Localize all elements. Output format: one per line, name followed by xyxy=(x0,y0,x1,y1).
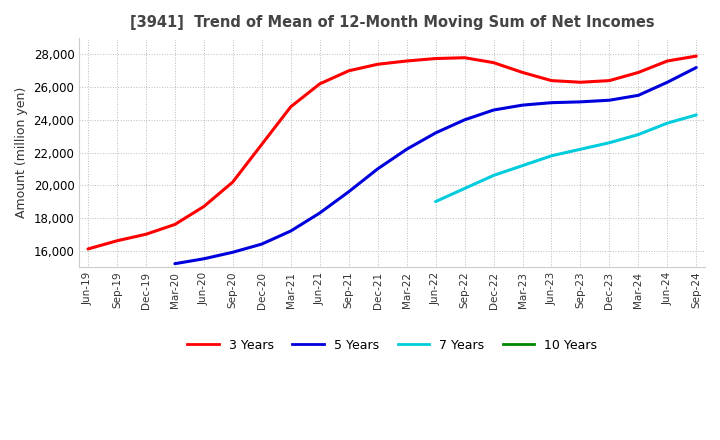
7 Years xyxy=(634,132,643,137)
5 Years xyxy=(374,166,382,172)
3 Years xyxy=(374,62,382,67)
3 Years xyxy=(315,81,324,87)
5 Years xyxy=(460,117,469,122)
5 Years xyxy=(228,249,237,255)
7 Years xyxy=(692,112,701,117)
Legend: 3 Years, 5 Years, 7 Years, 10 Years: 3 Years, 5 Years, 7 Years, 10 Years xyxy=(182,334,602,357)
5 Years xyxy=(344,189,353,194)
3 Years xyxy=(199,204,208,209)
5 Years xyxy=(692,65,701,70)
5 Years xyxy=(663,80,672,85)
3 Years xyxy=(634,70,643,75)
Line: 7 Years: 7 Years xyxy=(436,115,696,202)
Line: 3 Years: 3 Years xyxy=(88,56,696,249)
3 Years xyxy=(460,55,469,60)
5 Years xyxy=(518,103,527,108)
5 Years xyxy=(634,93,643,98)
7 Years xyxy=(547,153,556,158)
3 Years xyxy=(663,59,672,64)
3 Years xyxy=(489,60,498,65)
5 Years xyxy=(605,98,613,103)
5 Years xyxy=(287,228,295,234)
5 Years xyxy=(258,242,266,247)
3 Years xyxy=(84,246,92,252)
5 Years xyxy=(576,99,585,105)
Line: 5 Years: 5 Years xyxy=(175,67,696,264)
3 Years xyxy=(112,238,121,243)
Title: [3941]  Trend of Mean of 12-Month Moving Sum of Net Incomes: [3941] Trend of Mean of 12-Month Moving … xyxy=(130,15,654,30)
3 Years xyxy=(431,56,440,61)
5 Years xyxy=(489,107,498,113)
7 Years xyxy=(576,147,585,152)
3 Years xyxy=(287,104,295,110)
7 Years xyxy=(489,173,498,178)
7 Years xyxy=(518,163,527,168)
3 Years xyxy=(576,80,585,85)
Y-axis label: Amount (million yen): Amount (million yen) xyxy=(15,87,28,218)
5 Years xyxy=(431,130,440,136)
7 Years xyxy=(460,186,469,191)
5 Years xyxy=(199,256,208,261)
3 Years xyxy=(692,53,701,59)
3 Years xyxy=(142,231,150,237)
7 Years xyxy=(663,121,672,126)
5 Years xyxy=(547,100,556,105)
7 Years xyxy=(605,140,613,145)
3 Years xyxy=(344,68,353,73)
3 Years xyxy=(518,70,527,75)
3 Years xyxy=(228,180,237,185)
3 Years xyxy=(605,78,613,83)
3 Years xyxy=(547,78,556,83)
5 Years xyxy=(171,261,179,266)
5 Years xyxy=(315,210,324,216)
3 Years xyxy=(402,59,411,64)
3 Years xyxy=(258,142,266,147)
3 Years xyxy=(171,222,179,227)
7 Years xyxy=(431,199,440,204)
5 Years xyxy=(402,147,411,152)
